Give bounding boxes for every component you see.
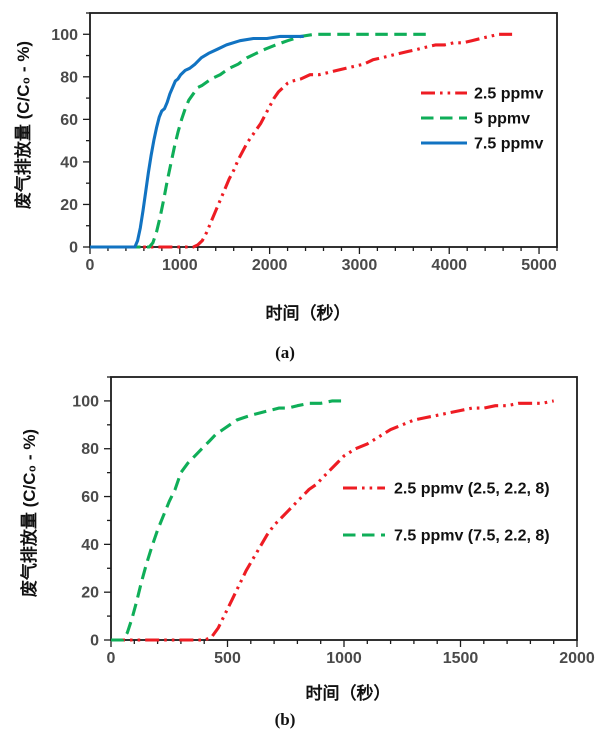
x-tick-label: 1000 — [162, 257, 198, 274]
x-tick-label: 1000 — [326, 650, 362, 667]
y-tick-label: 20 — [60, 197, 78, 214]
y-tick-label: 80 — [81, 441, 99, 458]
y-tick-label: 40 — [81, 537, 99, 554]
plot-frame — [110, 376, 578, 641]
y-tick-label: 60 — [60, 112, 78, 129]
chart-b: 0 500 1000 1500 2000 0 20 40 60 80 100 2.5 ppmv (2.… — [0, 368, 600, 736]
legend-label-7.5-ppmv-7.5-2.2-8: 7.5 ppmv (7.5, 2.2, 8) — [394, 528, 550, 545]
series-line-7.5-ppmv — [90, 34, 304, 249]
y-tick-label: 100 — [51, 27, 78, 44]
y-tick-label: 0 — [90, 633, 99, 650]
chart-b-plot: 0 500 1000 1500 2000 0 20 40 60 80 100 2.5 ppmv (2.… — [72, 376, 595, 667]
x-tick-label: 3000 — [342, 257, 378, 274]
x-tick-label: 2000 — [252, 257, 288, 274]
chart-a-plot: 0 1000 2000 3000 4000 5000 0 20 40 60 80 100 2.5 ppm… — [51, 12, 558, 274]
legend-label-5-ppmv: 5 ppmv — [474, 111, 530, 128]
x-tick-label: 500 — [214, 650, 241, 667]
legend-label-2.5-ppmv-2.5-2.2-8: 2.5 ppmv (2.5, 2.2, 8) — [394, 481, 550, 498]
y-tick-label: 20 — [81, 585, 99, 602]
chart-a-y-axis-title: 废气排放量 (C/C₀ - %) — [14, 40, 33, 210]
series-line-7.5-ppmv-7.5-2.2-8 — [111, 399, 344, 642]
y-tick-label: 0 — [69, 240, 78, 257]
x-tick-label: 2000 — [559, 650, 595, 667]
legend-label-7.5-ppmv: 7.5 ppmv — [474, 136, 543, 153]
chart-b-y-axis-title: 废气排放量 (C/C₀ - %) — [20, 428, 39, 598]
y-tick-label: 80 — [60, 69, 78, 86]
chart-a: 0 1000 2000 3000 4000 5000 0 20 40 60 80 100 2.5 ppm… — [14, 12, 558, 362]
x-tick-label: 5000 — [521, 257, 557, 274]
legend-label-2.5-ppmv: 2.5 ppmv — [474, 86, 543, 103]
x-tick-label: 0 — [86, 257, 95, 274]
chart-b-x-axis-title: 时间（秒） — [305, 684, 391, 703]
series-line-2.5-ppmv — [90, 32, 513, 249]
series-line-5-ppmv — [90, 32, 432, 249]
chart-a-x-axis-title: 时间（秒） — [265, 304, 351, 323]
y-tick-label: 100 — [72, 393, 99, 410]
x-tick-label: 4000 — [431, 257, 467, 274]
x-tick-label: 0 — [107, 650, 116, 667]
y-tick-label: 60 — [81, 489, 99, 506]
chart-b-caption: (b) — [274, 710, 296, 729]
x-tick-label: 1500 — [443, 650, 479, 667]
y-tick-label: 40 — [60, 154, 78, 171]
chart-a-caption: (a) — [275, 343, 295, 362]
series-line-2.5-ppmv-2.5-2.2-8 — [111, 399, 555, 642]
